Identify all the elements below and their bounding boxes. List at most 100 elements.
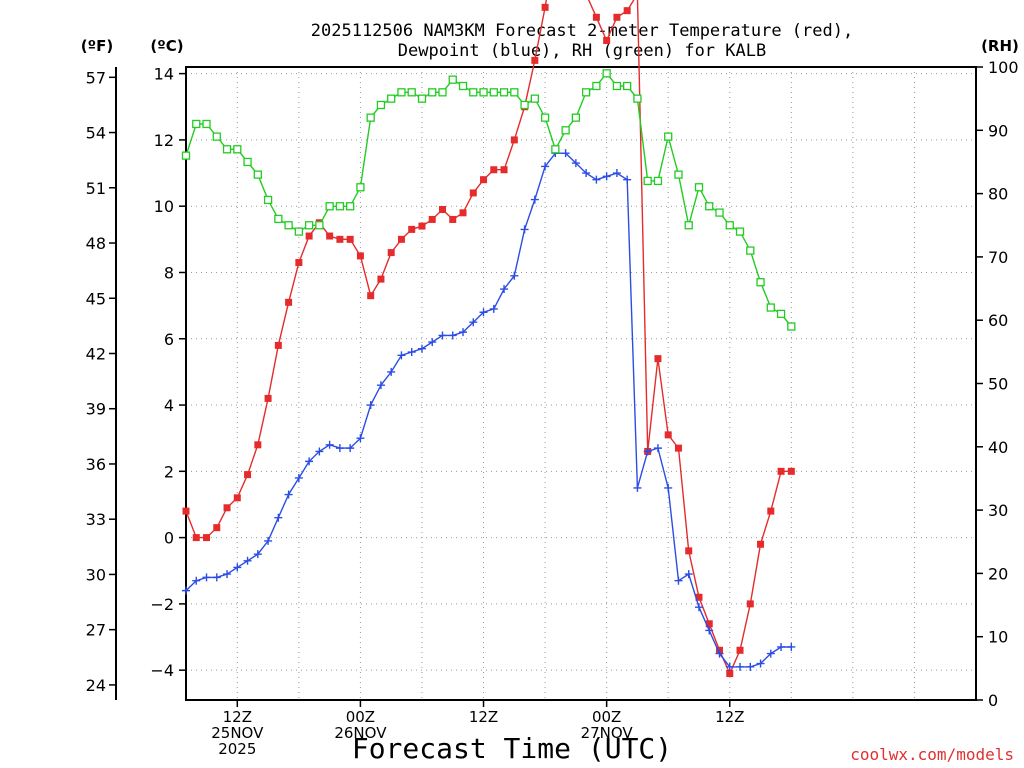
data-point <box>181 151 191 160</box>
fahrenheit-tick-label: 33 <box>86 510 106 529</box>
data-point <box>274 513 283 522</box>
celsius-tick-label: 10 <box>154 197 174 216</box>
data-point <box>192 576 201 585</box>
data-point <box>417 94 427 103</box>
data-point <box>674 444 682 452</box>
data-point <box>633 94 642 103</box>
data-point <box>203 534 211 542</box>
data-point <box>346 444 355 453</box>
data-point <box>356 252 364 260</box>
data-point <box>407 88 416 97</box>
data-point <box>510 136 518 144</box>
data-point <box>725 662 734 671</box>
data-point <box>387 249 395 257</box>
data-point <box>387 94 396 103</box>
data-point <box>510 88 519 97</box>
gridlines <box>186 67 976 700</box>
data-point <box>335 444 344 453</box>
data-point <box>561 149 570 158</box>
data-point <box>397 235 405 243</box>
data-point <box>746 246 755 255</box>
data-point <box>756 659 765 668</box>
data-point <box>376 381 385 390</box>
series-dewpoint <box>182 149 796 671</box>
fahrenheit-tick-label: 54 <box>86 124 106 143</box>
data-point <box>325 440 334 449</box>
data-point <box>520 100 529 110</box>
data-point <box>643 447 652 456</box>
data-point <box>551 145 560 154</box>
data-point <box>192 534 200 542</box>
fahrenheit-tick-label: 27 <box>86 621 106 640</box>
data-point <box>459 209 467 217</box>
data-point <box>571 159 580 168</box>
x-tick-label: 12Z <box>469 708 498 726</box>
data-point <box>335 202 345 211</box>
data-point <box>694 183 704 192</box>
data-point <box>736 646 744 654</box>
data-point <box>469 318 478 327</box>
data-point <box>787 642 796 651</box>
rh-tick-label: 0 <box>988 691 998 710</box>
fahrenheit-tick-label: 45 <box>86 289 106 308</box>
data-point <box>643 176 652 186</box>
data-point <box>561 126 570 135</box>
data-point <box>602 172 611 181</box>
data-point <box>325 202 334 211</box>
x-tick-label: 2025 <box>218 740 256 758</box>
data-point <box>479 308 488 317</box>
data-point <box>756 278 765 287</box>
fahrenheit-tick-label: 24 <box>86 676 106 695</box>
data-point <box>244 471 252 479</box>
celsius-tick-label: 4 <box>164 396 174 415</box>
data-point <box>664 132 673 141</box>
data-point <box>654 355 662 363</box>
data-point <box>500 285 509 294</box>
data-point <box>684 221 693 230</box>
data-point <box>757 540 765 548</box>
fahrenheit-tick-label: 57 <box>86 68 106 87</box>
chart-title-line2: Dewpoint (blue), RH (green) for KALB <box>398 41 766 61</box>
data-point <box>664 431 672 439</box>
x-tick-label: 12Z <box>223 708 252 726</box>
data-point <box>582 169 591 178</box>
rh-tick-label: 100 <box>988 58 1019 77</box>
data-point <box>346 235 354 243</box>
data-point <box>438 206 446 214</box>
data-point <box>233 494 241 502</box>
data-point <box>489 304 498 313</box>
data-point <box>633 483 642 492</box>
rh-tick-label: 20 <box>988 564 1008 583</box>
rh-tick-label: 50 <box>988 375 1008 394</box>
data-point <box>212 132 221 141</box>
data-point <box>766 303 775 312</box>
data-point <box>397 88 406 97</box>
data-point <box>736 662 745 671</box>
data-point <box>664 483 673 492</box>
data-point <box>387 367 396 376</box>
data-point <box>449 215 457 223</box>
data-point <box>777 642 786 651</box>
data-point <box>510 271 519 280</box>
data-point <box>243 157 252 167</box>
data-point <box>735 227 745 236</box>
series-rh <box>181 69 796 331</box>
data-point <box>725 221 734 230</box>
data-point <box>264 536 273 545</box>
data-point <box>285 298 293 306</box>
celsius-tick-label: 14 <box>154 65 174 84</box>
data-point <box>284 490 293 499</box>
data-point <box>377 275 385 283</box>
data-point <box>653 444 662 453</box>
celsius-tick-label: 6 <box>164 330 174 349</box>
data-point <box>592 13 600 21</box>
data-point <box>274 214 283 224</box>
data-point <box>428 88 437 97</box>
data-point <box>407 348 416 357</box>
data-point <box>182 507 190 515</box>
data-point <box>182 586 190 595</box>
data-point <box>448 75 457 84</box>
data-point <box>223 504 231 512</box>
data-point <box>263 195 273 205</box>
data-point <box>264 394 272 402</box>
